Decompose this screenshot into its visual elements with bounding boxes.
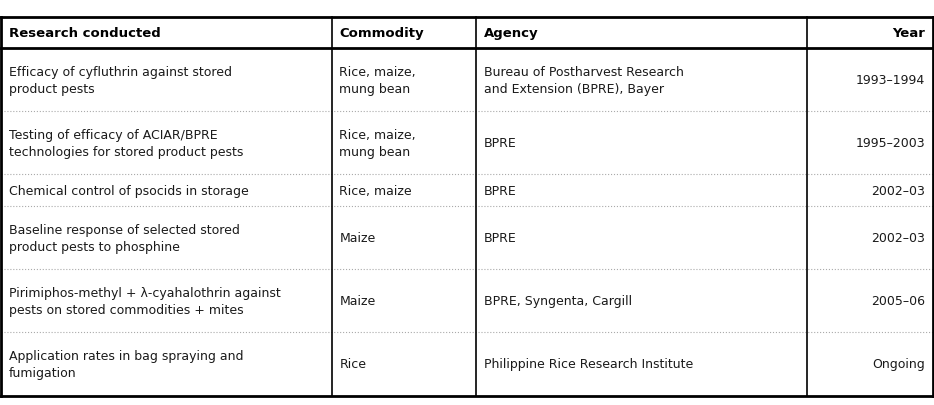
Text: Philippine Rice Research Institute: Philippine Rice Research Institute bbox=[484, 358, 693, 371]
Text: Rice, maize: Rice, maize bbox=[339, 184, 412, 197]
Text: Year: Year bbox=[892, 27, 926, 40]
Text: BPRE: BPRE bbox=[484, 137, 517, 150]
Text: Research conducted: Research conducted bbox=[8, 27, 161, 40]
Text: Baseline response of selected stored
product pests to phosphine: Baseline response of selected stored pro… bbox=[8, 223, 240, 253]
Text: Chemical control of psocids in storage: Chemical control of psocids in storage bbox=[8, 184, 248, 197]
Text: Bureau of Postharvest Research
and Extension (BPRE), Bayer: Bureau of Postharvest Research and Exten… bbox=[484, 66, 684, 96]
Text: 1993–1994: 1993–1994 bbox=[856, 74, 926, 87]
Text: Rice, maize,
mung bean: Rice, maize, mung bean bbox=[339, 128, 416, 158]
Text: Commodity: Commodity bbox=[339, 27, 424, 40]
Text: Application rates in bag spraying and
fumigation: Application rates in bag spraying and fu… bbox=[8, 349, 244, 379]
Text: BPRE: BPRE bbox=[484, 184, 517, 197]
Text: Agency: Agency bbox=[484, 27, 538, 40]
Text: Efficacy of cyfluthrin against stored
product pests: Efficacy of cyfluthrin against stored pr… bbox=[8, 66, 232, 96]
Text: BPRE: BPRE bbox=[484, 232, 517, 245]
Text: Testing of efficacy of ACIAR/BPRE
technologies for stored product pests: Testing of efficacy of ACIAR/BPRE techno… bbox=[8, 128, 243, 158]
Text: BPRE, Syngenta, Cargill: BPRE, Syngenta, Cargill bbox=[484, 294, 632, 307]
Text: Maize: Maize bbox=[339, 294, 375, 307]
Text: 2002–03: 2002–03 bbox=[871, 184, 926, 197]
Text: Pirimiphos-methyl + λ-cyahalothrin against
pests on stored commodities + mites: Pirimiphos-methyl + λ-cyahalothrin again… bbox=[8, 286, 280, 316]
Text: Rice: Rice bbox=[339, 358, 366, 371]
Text: 2005–06: 2005–06 bbox=[871, 294, 926, 307]
Text: 1995–2003: 1995–2003 bbox=[856, 137, 926, 150]
Text: 2002–03: 2002–03 bbox=[871, 232, 926, 245]
Text: Maize: Maize bbox=[339, 232, 375, 245]
Text: Rice, maize,
mung bean: Rice, maize, mung bean bbox=[339, 66, 416, 96]
Text: Ongoing: Ongoing bbox=[872, 358, 926, 371]
